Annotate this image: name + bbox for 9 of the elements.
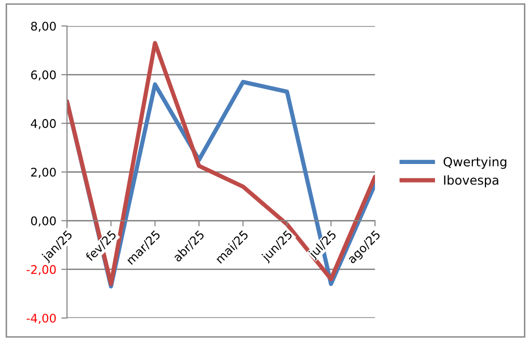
legend-label: Ibovespa [444, 175, 498, 188]
y-tick-label: 8,00 [31, 22, 56, 32]
y-tick-label: 2,00 [31, 168, 56, 178]
y-tick-label: 6,00 [31, 70, 56, 81]
y-tick-label: 4,00 [30, 119, 56, 130]
y-tick-label: 0,00 [31, 216, 56, 227]
legend-label: Qwertying [444, 156, 506, 169]
y-tick-label: -4,00 [26, 314, 56, 324]
y-tick-label: -2,00 [26, 265, 56, 276]
